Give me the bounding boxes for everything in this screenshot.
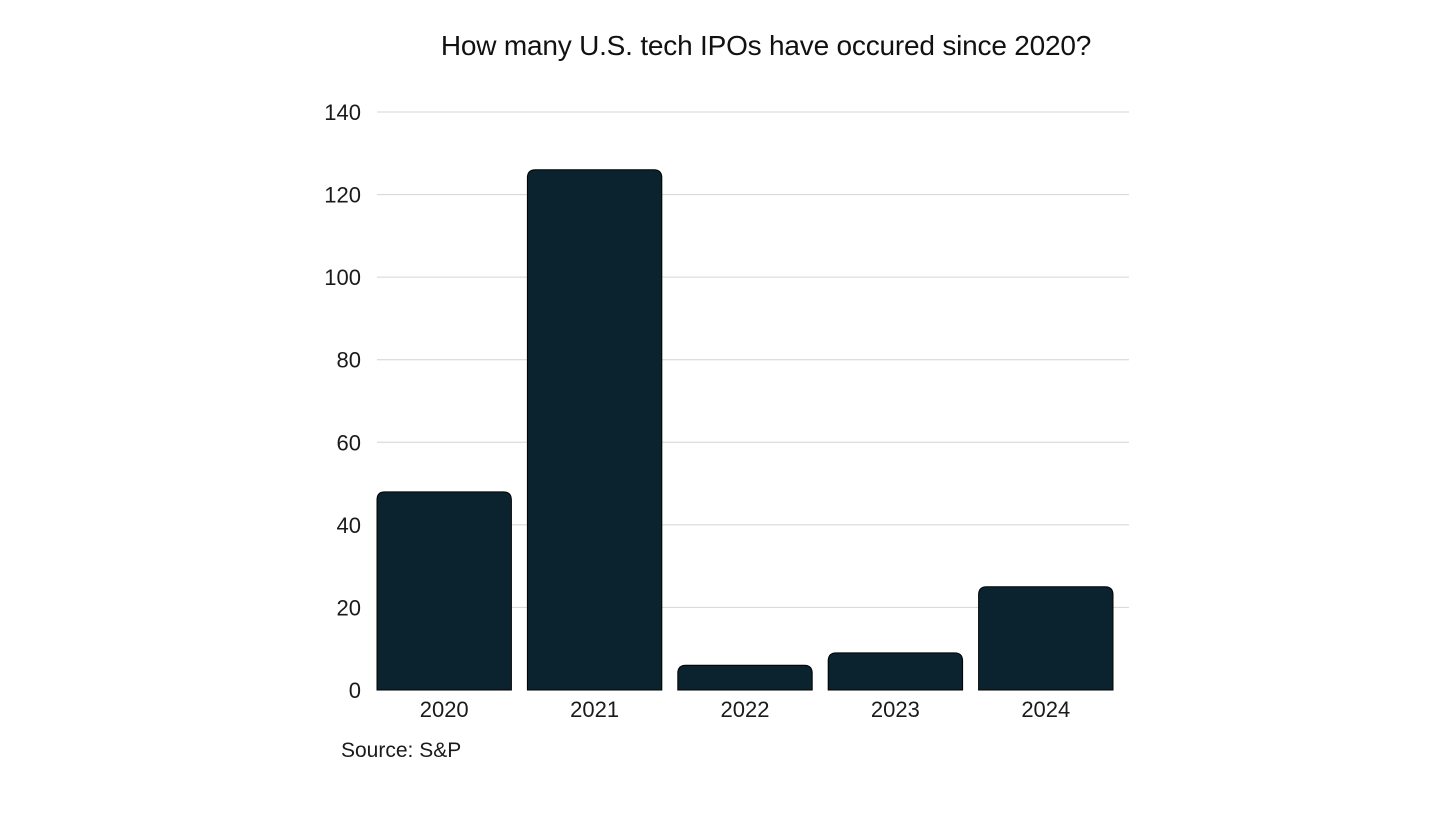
y-tick-label: 20 — [337, 595, 361, 620]
y-tick-label: 140 — [324, 100, 361, 125]
bars — [376, 169, 1114, 691]
y-tick-label: 100 — [324, 265, 361, 290]
x-tick-label: 2023 — [871, 697, 920, 722]
bar-2022 — [677, 664, 813, 691]
source-note: Source: S&P — [341, 739, 462, 762]
x-axis-ticks: 2020 2021 2022 2023 2024 — [420, 697, 1071, 722]
bar-2020 — [376, 491, 512, 691]
y-tick-label: 40 — [337, 513, 361, 538]
bar-2024 — [978, 586, 1114, 691]
x-tick-label: 2024 — [1021, 697, 1070, 722]
chart-title: How many U.S. tech IPOs have occured sin… — [440, 30, 1092, 61]
bar-2023 — [827, 652, 964, 691]
y-tick-label: 0 — [349, 678, 361, 703]
x-tick-label: 2021 — [570, 697, 619, 722]
y-tick-label: 60 — [337, 430, 361, 455]
y-axis-ticks: 0 20 40 60 80 100 120 140 — [324, 100, 361, 703]
y-tick-label: 120 — [324, 183, 361, 208]
bar-2021 — [526, 169, 663, 691]
y-tick-label: 80 — [337, 348, 361, 373]
x-tick-label: 2020 — [420, 697, 469, 722]
x-tick-label: 2022 — [721, 697, 770, 722]
